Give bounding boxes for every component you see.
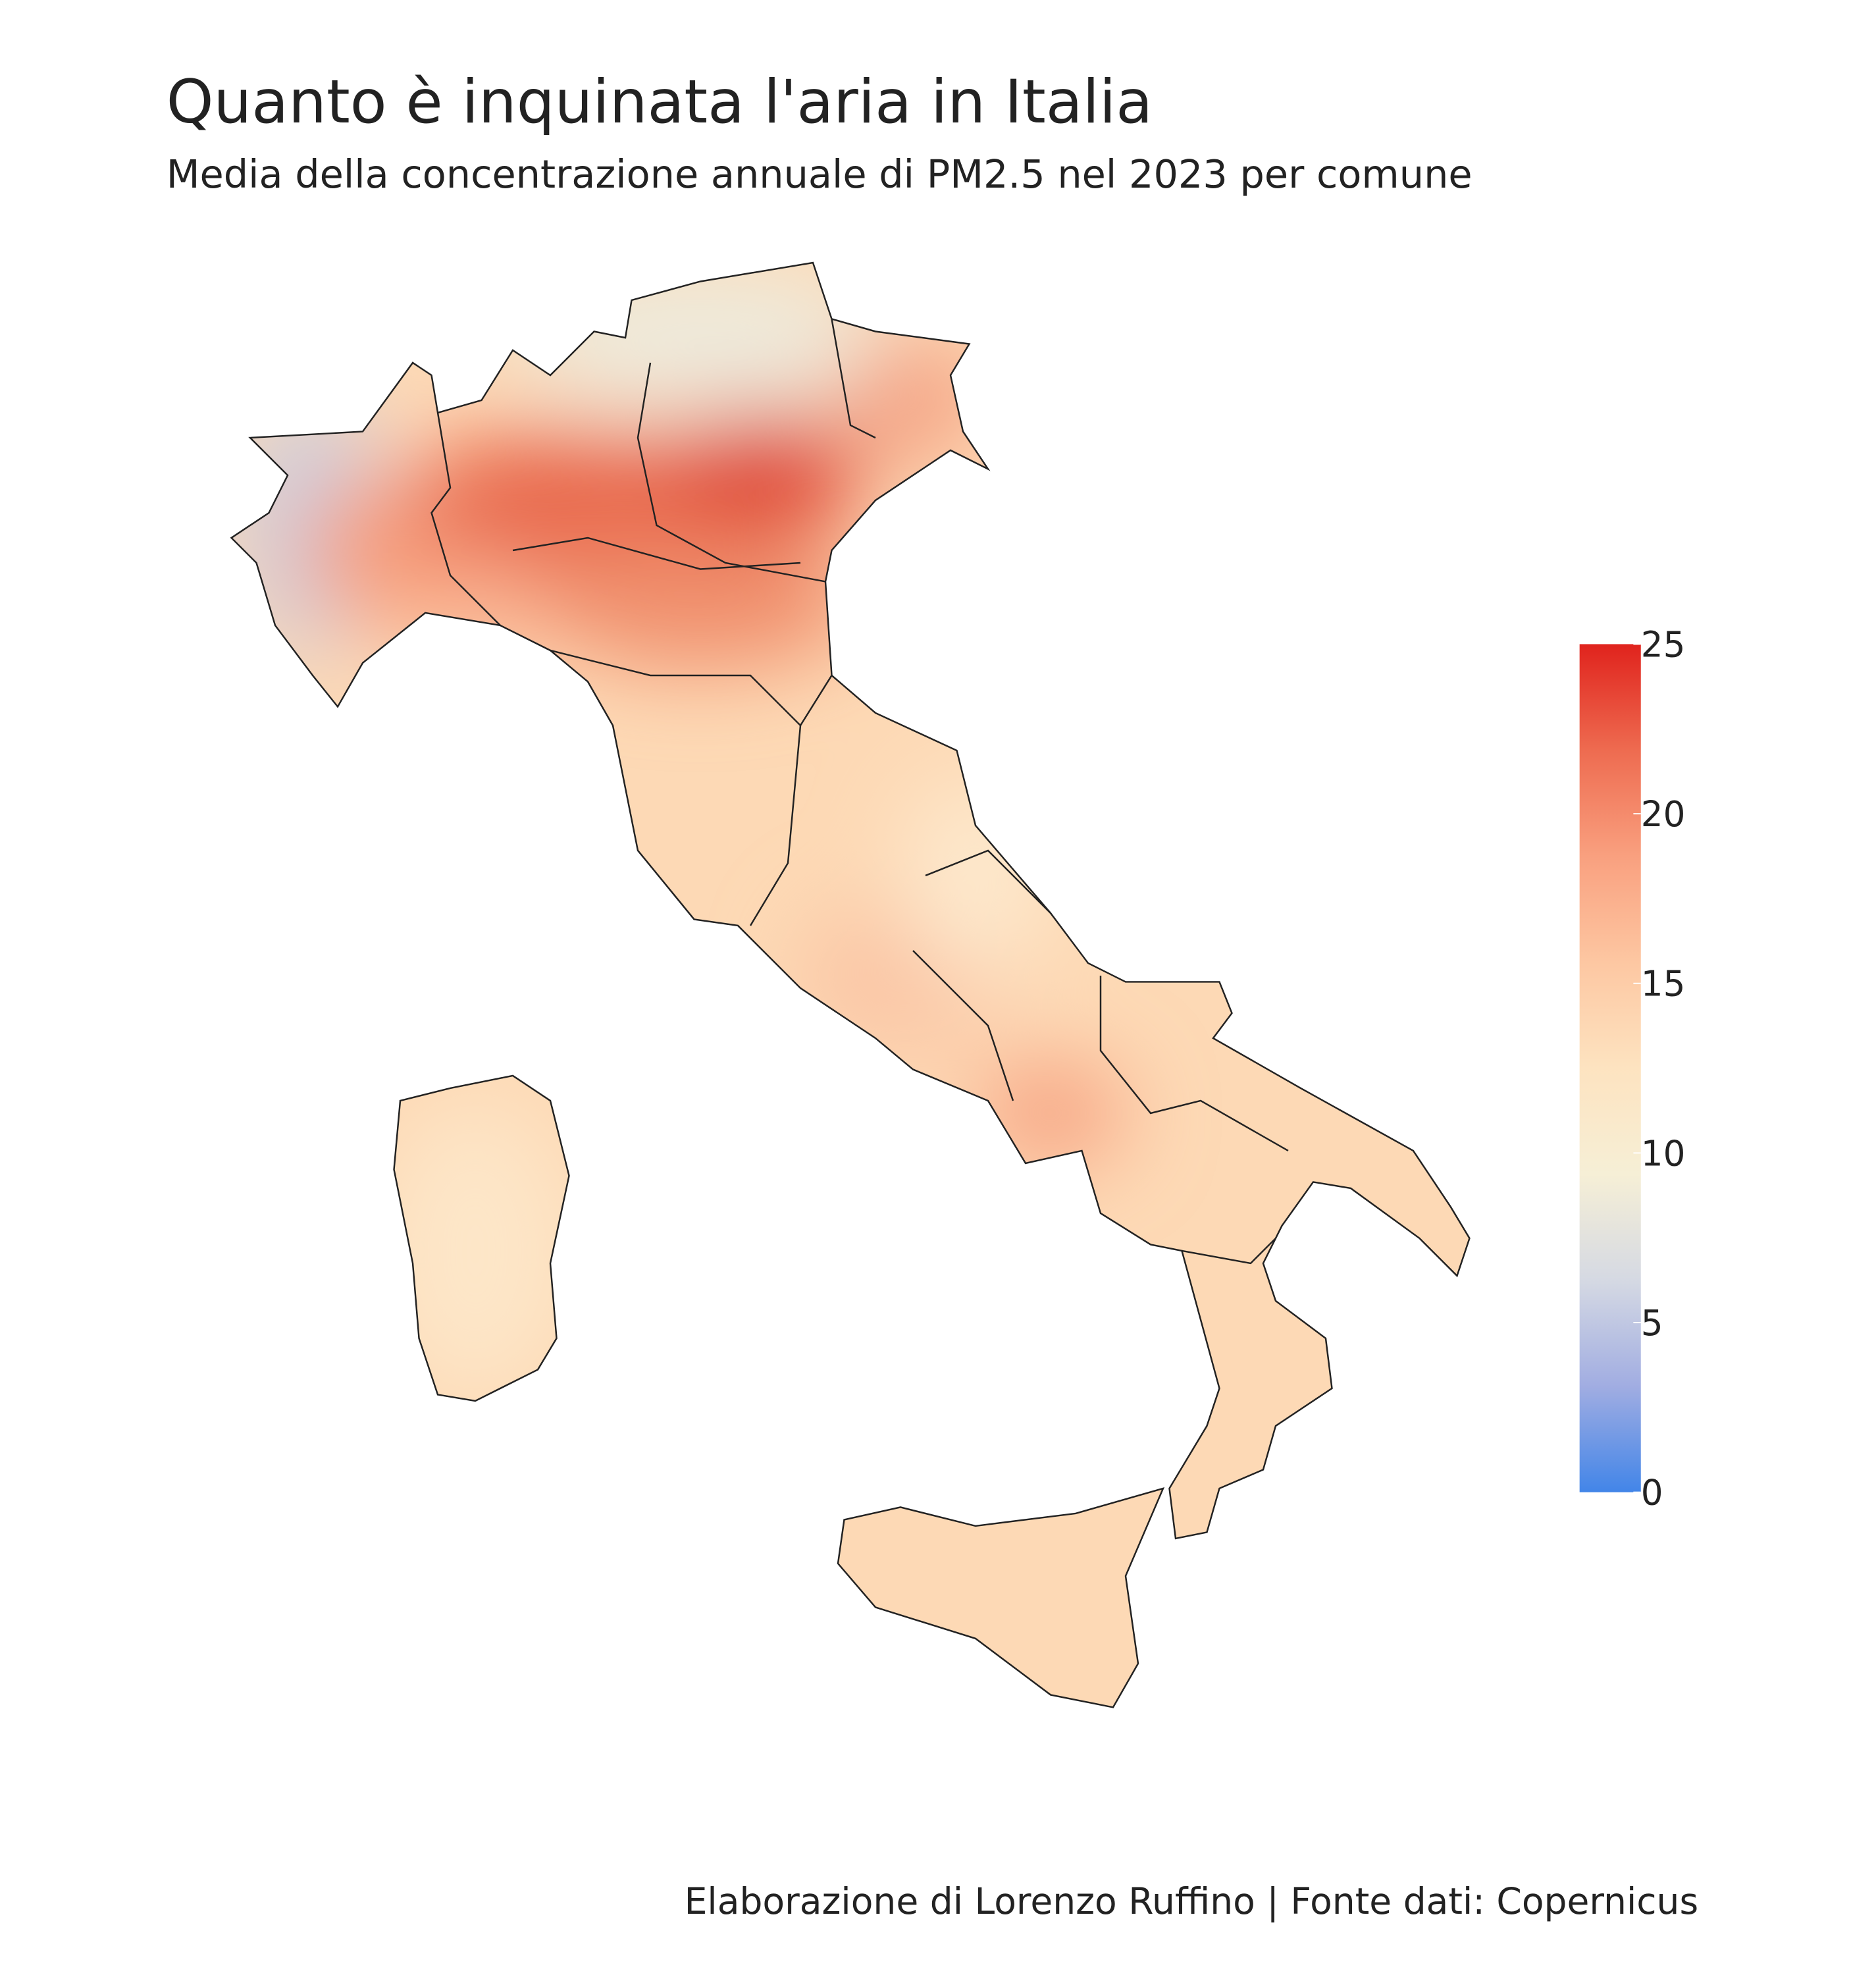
colorbar-scale [1579, 644, 1641, 1492]
chart-title: Quanto è inquinata l'aria in Italia [167, 66, 1153, 137]
colorbar-tick-label: 25 [1641, 624, 1686, 665]
chart-caption: Elaborazione di Lorenzo Ruffino | Fonte … [685, 1880, 1699, 1923]
map-borders [230, 261, 1471, 1708]
colorbar-tick-label: 20 [1641, 794, 1686, 835]
colorbar: 0 5 10 15 20 25 [1579, 624, 1686, 1514]
colorbar-tick-label: 5 [1641, 1303, 1663, 1344]
colorbar-tick-label: 10 [1641, 1133, 1686, 1174]
colorbar-tick-label: 0 [1641, 1473, 1663, 1514]
colorbar-tick-label: 15 [1641, 964, 1686, 1005]
chart-subtitle: Media della concentrazione annuale di PM… [167, 151, 1472, 197]
